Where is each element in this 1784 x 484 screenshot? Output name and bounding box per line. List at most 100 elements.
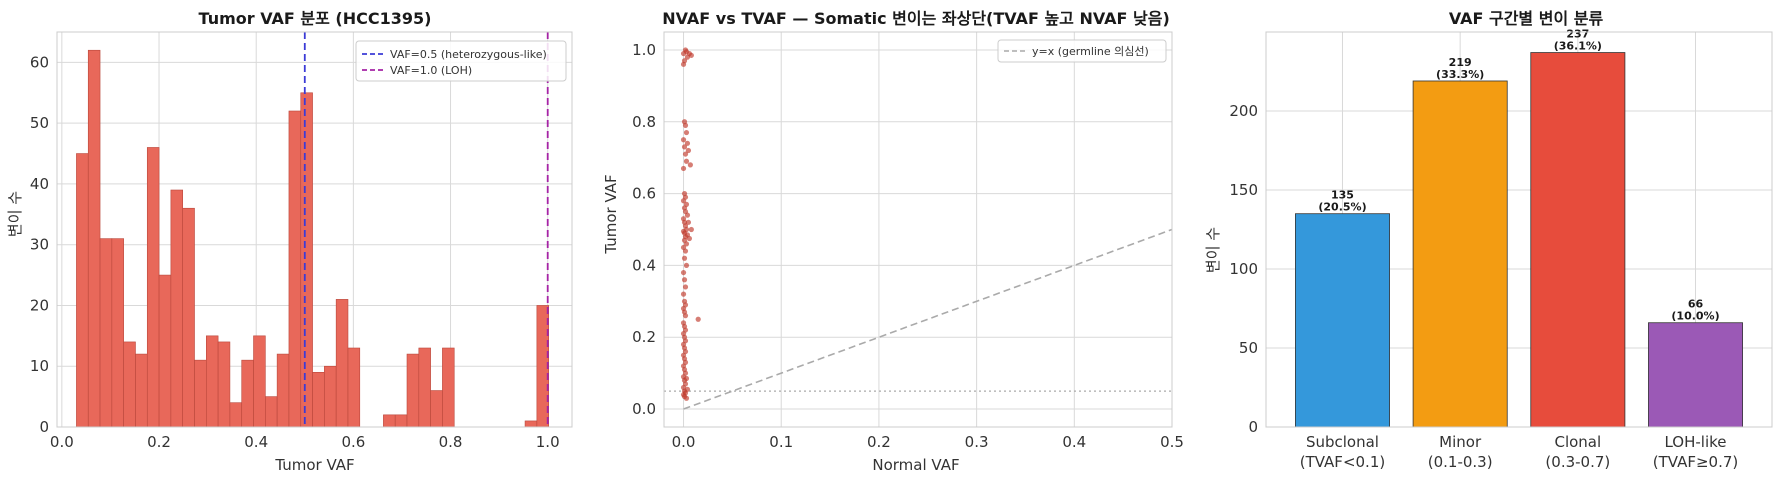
scatter-point (682, 313, 689, 319)
histogram-bar (324, 365, 337, 428)
panel1-bars (76, 49, 549, 428)
panel2-xtick-label: 0.5 (1160, 433, 1184, 451)
category-bar (1295, 213, 1390, 428)
scatter-point (688, 52, 694, 58)
category-sublabel: (TVAF<0.1) (1300, 453, 1385, 471)
panel3-ylabel: 변이 수 (1204, 227, 1222, 273)
scatter-point (684, 140, 691, 146)
panel2-xtick-label: 0.4 (1062, 433, 1086, 451)
histogram-bar (288, 110, 302, 428)
scatter-point (683, 262, 690, 269)
panel2-ylabel: Tumor VAF (602, 174, 620, 254)
bar-percent-label: (10.0%) (1671, 310, 1719, 323)
panel1-axes-frame (56, 31, 573, 428)
scatter-point (685, 147, 692, 154)
panel3-axes-frame (1265, 31, 1773, 428)
legend-entry: VAF=1.0 (LOH) (390, 64, 472, 77)
bar-count-label: 237 (1566, 28, 1589, 41)
panel2-axes-frame (663, 31, 1173, 428)
histogram-bar (87, 49, 101, 428)
category-label: LOH-like (1664, 433, 1726, 451)
scatter-point (683, 129, 690, 136)
histogram-bar (300, 92, 313, 428)
category-sublabel: (TVAF≥0.7) (1653, 453, 1738, 471)
histogram-bar (217, 341, 231, 428)
bar-count-label: 135 (1331, 189, 1354, 202)
histogram-bar (206, 335, 219, 428)
scatter-point (687, 162, 693, 168)
category-label: Minor (1439, 433, 1482, 451)
scatter-point (682, 284, 689, 290)
panel2-points (680, 47, 701, 401)
panel1-ytick-label: 20 (30, 296, 49, 314)
category-bar (1412, 80, 1508, 428)
scatter-point (680, 165, 687, 172)
panel1-legend: VAF=0.5 (heterozygous-like) VAF=1.0 (LOH) (355, 40, 567, 82)
bar-percent-label: (36.1%) (1554, 40, 1602, 53)
histogram-bar (229, 402, 243, 428)
scatter-point (682, 122, 689, 128)
scatter-point (684, 386, 691, 392)
panel2-ytick-label: 0.4 (632, 256, 656, 274)
panel1-ytick-label: 30 (30, 236, 49, 254)
panel1-ytick-label: 0 (39, 418, 49, 436)
panel1-xtick-label: 0.0 (50, 433, 74, 451)
category-sublabel: (0.1-0.3) (1428, 453, 1493, 471)
panel2-ytick-label: 0.0 (632, 400, 656, 418)
panel1-title: Tumor VAF 분포 (HCC1395) (199, 9, 432, 28)
histogram-bar (182, 207, 195, 428)
scatter-point (686, 235, 693, 242)
panel1-xtick-label: 0.2 (147, 433, 171, 451)
histogram-bar (76, 153, 89, 428)
panel2-ytick-label: 0.6 (632, 185, 656, 203)
scatter-point (688, 226, 694, 233)
category-label: Clonal (1554, 433, 1601, 451)
histogram-bar (111, 238, 124, 428)
panel3-ytick-label: 100 (1229, 260, 1258, 278)
panel2-ytick-label: 1.0 (632, 41, 656, 59)
reference-line-y-equals-x (683, 228, 1173, 410)
panel1-ytick-label: 40 (30, 175, 49, 193)
histogram-bar (253, 335, 266, 428)
category-sublabel: (0.3-0.7) (1545, 453, 1610, 471)
scatter-point (683, 395, 690, 401)
scatter-point (680, 198, 687, 204)
panel1-xtick-label: 1.0 (536, 433, 560, 451)
bar-percent-label: (20.5%) (1318, 201, 1366, 214)
scatter-point (680, 137, 687, 143)
histogram-bar (383, 414, 396, 428)
panel2-xtick-label: 0.3 (965, 433, 989, 451)
panel-nvaf-vs-tvaf-scatter: NVAF vs TVAF — Somatic 변이는 좌상단(TVAF 높고 N… (602, 9, 1184, 474)
histogram-bar (170, 189, 183, 428)
bar-percent-label: (33.3%) (1436, 68, 1484, 81)
histogram-bar (406, 353, 420, 428)
panel3-ytick-label: 0 (1248, 418, 1258, 436)
histogram-bar (430, 390, 443, 428)
legend-entry: VAF=0.5 (heterozygous-like) (390, 48, 547, 61)
panel1-xlabel: Tumor VAF (274, 456, 354, 474)
histogram-bar (123, 341, 136, 428)
histogram-bar (135, 353, 148, 428)
panel-vaf-category-bars: VAF 구간별 변이 분류 변이 수 0 50 100 150 200 135(20.5%… (1204, 9, 1773, 471)
scatter-point (683, 158, 690, 164)
histogram-bar (99, 238, 113, 428)
panel2-legend: y=x (germline 의심선) (997, 39, 1167, 63)
panel2-xtick-label: 0.1 (769, 433, 793, 451)
panel3-ytick-label: 150 (1229, 181, 1258, 199)
category-bar (1648, 322, 1743, 428)
scatter-point (680, 61, 687, 67)
scatter-point (681, 255, 688, 261)
scatter-point (681, 277, 688, 283)
panel1-ytick-label: 50 (30, 114, 49, 132)
panel1-xtick-label: 0.6 (341, 433, 365, 451)
panel1-ylabel: 변이 수 (6, 191, 24, 237)
histogram-bar (158, 274, 172, 428)
bar-count-label: 66 (1688, 298, 1704, 311)
scatter-point (682, 151, 689, 157)
panel3-ytick-label: 50 (1239, 339, 1258, 357)
histogram-bar (194, 359, 207, 428)
legend-entry: y=x (germline 의심선) (1032, 45, 1149, 58)
panel2-ytick-label: 0.2 (632, 328, 656, 346)
panel2-xtick-label: 0.0 (672, 433, 696, 451)
panel2-title: NVAF vs TVAF — Somatic 변이는 좌상단(TVAF 높고 N… (662, 9, 1170, 28)
